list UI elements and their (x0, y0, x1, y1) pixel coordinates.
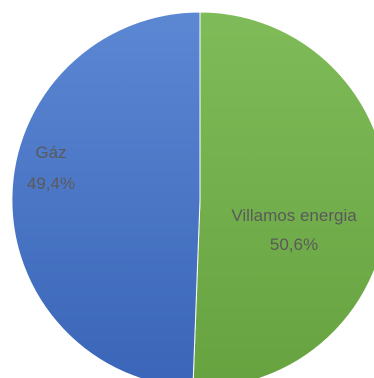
pie-slice-gaz (11, 11, 201, 378)
pie-slice-villamos-energia (192, 11, 374, 378)
slice-label-villamos-energia-value: 50,6% (270, 235, 318, 254)
slice-label-villamos-energia-name: Villamos energia (231, 206, 357, 225)
slice-label-gaz-value: 49,4% (27, 174, 75, 193)
slice-label-gaz-name: Gáz (35, 143, 66, 162)
